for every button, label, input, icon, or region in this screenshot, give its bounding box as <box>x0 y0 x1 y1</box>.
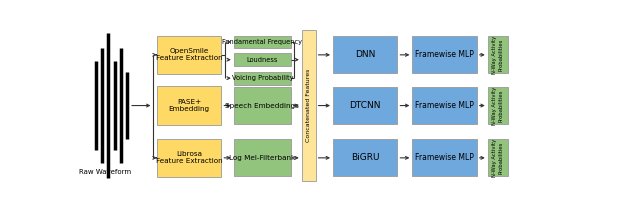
Text: Framewise MLP: Framewise MLP <box>415 50 474 59</box>
Text: DTCNN: DTCNN <box>349 101 381 110</box>
Bar <box>157 86 221 125</box>
Text: PASE+
Embedding: PASE+ Embedding <box>168 99 210 112</box>
Text: N-Way Activity
Probabilities: N-Way Activity Probabilities <box>492 36 503 74</box>
Bar <box>412 139 477 176</box>
Bar <box>157 139 221 177</box>
Text: Raw Waveform: Raw Waveform <box>79 169 131 175</box>
Bar <box>333 87 397 124</box>
Text: N-Way Activity
Probabilities: N-Way Activity Probabilities <box>492 86 503 125</box>
Text: Speech Embeddings: Speech Embeddings <box>225 103 300 108</box>
Text: Concatenated Features: Concatenated Features <box>306 69 311 142</box>
Bar <box>234 87 291 124</box>
Bar <box>157 36 221 74</box>
Bar <box>412 87 477 124</box>
Text: BiGRU: BiGRU <box>351 153 380 162</box>
Text: DNN: DNN <box>355 50 376 59</box>
Text: OpenSmile
Feature Extraction: OpenSmile Feature Extraction <box>156 48 223 61</box>
Text: N-Way Activity
Probabilities: N-Way Activity Probabilities <box>492 139 503 177</box>
Bar <box>234 139 291 176</box>
Bar <box>234 36 291 48</box>
Bar <box>488 87 508 124</box>
Bar <box>234 53 291 66</box>
Bar <box>333 36 397 73</box>
Text: Framewise MLP: Framewise MLP <box>415 101 474 110</box>
Text: Librosa
Feature Extraction: Librosa Feature Extraction <box>156 151 223 164</box>
Bar <box>301 30 316 181</box>
Bar <box>412 36 477 73</box>
Text: Framewise MLP: Framewise MLP <box>415 153 474 162</box>
Text: Loudness: Loudness <box>246 57 278 63</box>
Text: Fundamental Frequency: Fundamental Frequency <box>222 39 302 45</box>
Bar <box>488 139 508 176</box>
Text: Voicing Probability: Voicing Probability <box>232 75 293 81</box>
Text: Log Mel-Filterbank: Log Mel-Filterbank <box>229 155 296 161</box>
Bar <box>333 139 397 176</box>
Bar <box>234 72 291 85</box>
Bar <box>488 36 508 73</box>
